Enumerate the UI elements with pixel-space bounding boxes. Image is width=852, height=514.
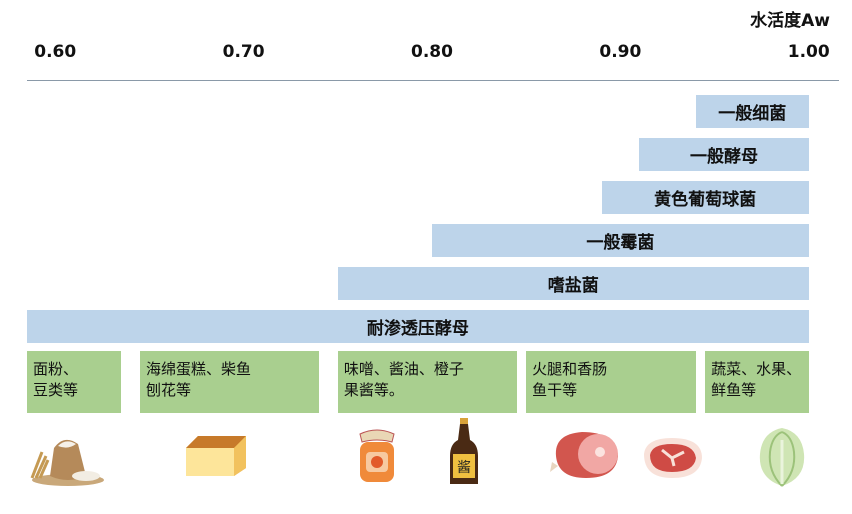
sponge-cake-icon (186, 436, 246, 476)
tick-label: 0.80 (411, 42, 453, 62)
food-group-box: 味噌、酱油、橙子 果酱等。 (337, 351, 517, 413)
organism-bar: 一般细菌 (695, 95, 809, 128)
jam-jar-icon (359, 429, 395, 482)
steak-icon (644, 438, 702, 478)
tick-label: 0.60 (34, 42, 77, 62)
svg-text:酱: 酱 (457, 460, 471, 476)
food-group-text: 鲜鱼等 (711, 381, 757, 399)
food-group-text: 果酱等。 (343, 381, 404, 399)
food-group-text: 刨花等 (146, 381, 192, 399)
bar-label: 一般酵母 (689, 147, 758, 167)
food-group-box: 海绵蛋糕、柴鱼 刨花等 (140, 351, 319, 413)
food-group-box: 蔬菜、水果、 鲜鱼等 (705, 351, 809, 413)
ham-icon (550, 432, 618, 478)
bar-label: 一般霉菌 (586, 233, 655, 253)
tick-label: 1.00 (787, 42, 830, 62)
bar-label: 嗜盐菌 (547, 276, 599, 296)
organism-bar: 一般霉菌 (432, 224, 809, 257)
axis-title: 水活度Aw (750, 11, 830, 31)
bar-label: 耐渗透压酵母 (366, 319, 469, 339)
tick-label: 0.90 (599, 42, 642, 62)
organism-bar: 一般酵母 (639, 138, 809, 171)
food-group-box: 面粉、 豆类等 (27, 351, 122, 413)
organism-bar: 嗜盐菌 (337, 267, 809, 300)
food-group-text: 豆类等 (33, 381, 79, 399)
food-group-text: 火腿和香肠 (532, 360, 608, 378)
bar-label: 一般细菌 (718, 104, 787, 124)
soy-sauce-bottle-icon: 酱 (450, 418, 478, 484)
axis-line (27, 80, 839, 81)
flour-sack-icon (30, 439, 104, 486)
food-group-text: 味噌、酱油、橙子 (343, 360, 464, 378)
food-group-text: 面粉、 (33, 360, 79, 378)
food-group-box: 火腿和香肠 鱼干等 (526, 351, 696, 413)
cabbage-icon (759, 428, 805, 487)
food-group-text: 海绵蛋糕、柴鱼 (146, 360, 252, 378)
organism-bar: 耐渗透压酵母 (27, 310, 809, 343)
food-group-text: 鱼干等 (532, 381, 578, 399)
organism-bar: 黄色葡萄球菌 (601, 181, 809, 214)
food-group-text: 蔬菜、水果、 (711, 360, 802, 378)
tick-label: 0.70 (222, 42, 265, 62)
bar-label: 黄色葡萄球菌 (654, 190, 757, 210)
